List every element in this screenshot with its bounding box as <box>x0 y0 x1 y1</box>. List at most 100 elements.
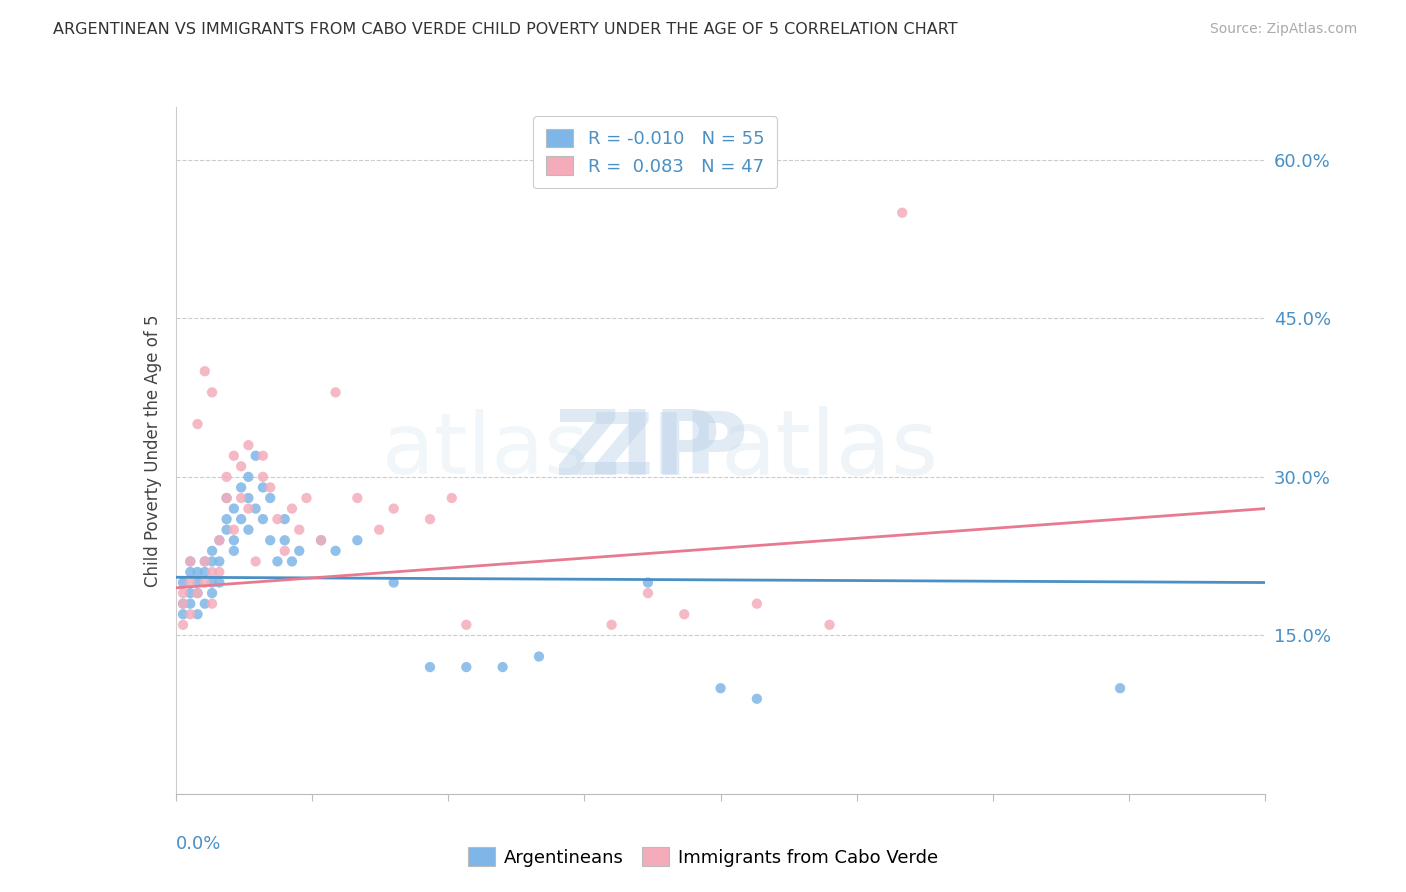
Point <box>179 554 201 568</box>
Point <box>238 491 260 505</box>
Point <box>745 691 768 706</box>
Point <box>208 554 231 568</box>
Point <box>245 554 267 568</box>
Point <box>325 385 347 400</box>
Point <box>215 512 238 526</box>
Point <box>194 565 217 579</box>
Point <box>208 575 231 590</box>
Point <box>208 533 231 548</box>
Point <box>172 575 194 590</box>
Text: ARGENTINEAN VS IMMIGRANTS FROM CABO VERDE CHILD POVERTY UNDER THE AGE OF 5 CORRE: ARGENTINEAN VS IMMIGRANTS FROM CABO VERD… <box>53 22 957 37</box>
Point <box>252 470 274 484</box>
Point <box>231 512 253 526</box>
Legend: Argentineans, Immigrants from Cabo Verde: Argentineans, Immigrants from Cabo Verde <box>461 840 945 874</box>
Point <box>600 617 623 632</box>
Point <box>238 523 260 537</box>
Point <box>194 364 217 378</box>
Point <box>527 649 550 664</box>
Point <box>179 554 201 568</box>
Point <box>266 512 288 526</box>
Point <box>231 459 253 474</box>
Text: atlas: atlas <box>382 409 591 492</box>
Point <box>201 575 224 590</box>
Point <box>382 575 405 590</box>
Point <box>179 575 201 590</box>
Point <box>201 554 224 568</box>
Point <box>186 586 209 600</box>
Point <box>245 501 267 516</box>
Point <box>309 533 332 548</box>
Point <box>215 491 238 505</box>
Point <box>238 438 260 452</box>
Point <box>259 533 281 548</box>
Point <box>288 523 311 537</box>
Point <box>745 597 768 611</box>
Point <box>309 533 332 548</box>
Point <box>637 586 659 600</box>
Point <box>274 512 297 526</box>
Point <box>252 512 274 526</box>
Point <box>637 575 659 590</box>
Point <box>274 544 297 558</box>
Point <box>222 523 245 537</box>
Point <box>891 205 914 219</box>
Point <box>222 449 245 463</box>
Text: 0.0%: 0.0% <box>176 835 221 853</box>
Point <box>492 660 515 674</box>
Point <box>208 565 231 579</box>
Point <box>281 554 304 568</box>
Point <box>346 533 368 548</box>
Point <box>179 597 201 611</box>
Point <box>818 617 841 632</box>
Point <box>172 597 194 611</box>
Point <box>179 565 201 579</box>
Point <box>215 491 238 505</box>
Point <box>252 480 274 494</box>
Point <box>1109 681 1132 696</box>
Point <box>231 480 253 494</box>
Point <box>252 449 274 463</box>
Point <box>194 554 217 568</box>
Point <box>172 607 194 622</box>
Point <box>194 597 217 611</box>
Point <box>419 660 441 674</box>
Point <box>266 554 288 568</box>
Point <box>238 470 260 484</box>
Point <box>194 575 217 590</box>
Point <box>186 586 209 600</box>
Text: ZIP: ZIP <box>555 407 721 494</box>
Point <box>673 607 696 622</box>
Point <box>201 597 224 611</box>
Point <box>215 470 238 484</box>
Point <box>172 586 194 600</box>
Point <box>419 512 441 526</box>
Point <box>346 491 368 505</box>
Point <box>382 501 405 516</box>
Point <box>222 533 245 548</box>
Point <box>440 491 463 505</box>
Point <box>222 501 245 516</box>
Text: atlas: atlas <box>721 407 939 494</box>
Point <box>186 607 209 622</box>
Y-axis label: Child Poverty Under the Age of 5: Child Poverty Under the Age of 5 <box>143 314 162 587</box>
Point <box>259 480 281 494</box>
Point <box>245 449 267 463</box>
Point <box>295 491 318 505</box>
Point <box>179 607 201 622</box>
Point <box>186 565 209 579</box>
Point <box>456 617 478 632</box>
Point <box>208 533 231 548</box>
Text: Source: ZipAtlas.com: Source: ZipAtlas.com <box>1209 22 1357 37</box>
Legend: R = -0.010   N = 55, R =  0.083   N = 47: R = -0.010 N = 55, R = 0.083 N = 47 <box>533 116 778 188</box>
Point <box>288 544 311 558</box>
Point <box>222 544 245 558</box>
Point <box>179 586 201 600</box>
Point <box>172 597 194 611</box>
Point <box>186 417 209 431</box>
Point <box>325 544 347 558</box>
Point <box>710 681 733 696</box>
Point <box>186 575 209 590</box>
Point <box>201 565 224 579</box>
Point <box>281 501 304 516</box>
Text: ZIP: ZIP <box>591 409 748 492</box>
